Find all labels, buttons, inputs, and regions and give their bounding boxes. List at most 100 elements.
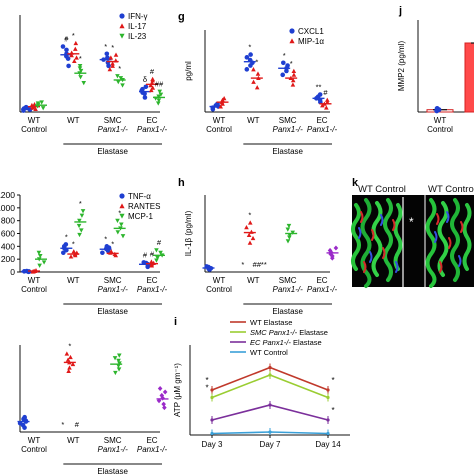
data-point xyxy=(470,33,474,39)
chart-g: pg/ml WT Control WT SMC Panx1-/-EC Panx1-/- Ela… xyxy=(184,27,337,156)
panel-letter-i: i xyxy=(174,316,177,328)
x-tick-label: WT Control xyxy=(21,436,47,454)
data-point xyxy=(268,430,272,434)
x-tick-label: WT xyxy=(67,116,80,125)
significance-mark: * xyxy=(331,376,334,385)
panel-letter-j: j xyxy=(398,5,402,17)
data-point xyxy=(248,52,253,57)
data-point xyxy=(268,403,272,407)
data-point xyxy=(327,247,333,253)
data-point xyxy=(290,82,296,87)
significance-mark: # xyxy=(150,250,155,259)
y-tick-label: 1000 xyxy=(0,203,15,213)
y-tick-label: 800 xyxy=(1,216,15,226)
data-point xyxy=(116,367,122,372)
data-point xyxy=(77,218,82,223)
data-point xyxy=(115,230,121,235)
significance-mark: * xyxy=(255,57,258,66)
group-label: Elastase xyxy=(97,467,128,474)
data-point xyxy=(324,105,329,110)
data-point xyxy=(281,60,286,66)
data-point xyxy=(76,223,82,229)
data-point xyxy=(291,68,297,73)
data-point xyxy=(36,250,42,256)
significance-mark: * xyxy=(205,384,208,393)
data-point xyxy=(105,55,110,60)
x-tick-label: Day 14 xyxy=(315,440,341,449)
data-point xyxy=(143,84,149,90)
significance-mark: # xyxy=(323,88,328,97)
data-point xyxy=(37,263,42,268)
data-point xyxy=(67,365,72,370)
significance-mark: # xyxy=(150,67,155,76)
significance-mark: * xyxy=(331,406,334,415)
x-tick-label: EC Panx1-/- xyxy=(137,276,168,294)
legend-label: MCP-1 xyxy=(128,212,153,221)
data-point xyxy=(250,235,256,241)
chart-h: IL-1β (pg/ml) WT Control WT SMC Panx1-/-EC Pan… xyxy=(184,195,339,316)
charts-layer: WT Control WT SMC Panx1-/- EC Panx1-/- Elastase… xyxy=(0,12,474,474)
x-tick-label: WT Control xyxy=(427,116,453,134)
data-point xyxy=(80,209,86,214)
data-point xyxy=(210,418,214,422)
significance-mark: * xyxy=(104,42,107,51)
data-point xyxy=(69,52,74,58)
significance-mark: ## xyxy=(253,260,262,269)
data-point xyxy=(285,239,291,244)
data-point xyxy=(113,370,118,376)
x-tick-label: SMC Panx1-/- xyxy=(98,436,129,454)
data-point xyxy=(246,232,252,237)
data-point xyxy=(244,55,250,60)
data-point xyxy=(35,101,41,106)
x-tick-label: EC Panx1-/- xyxy=(307,116,338,134)
data-point xyxy=(115,79,121,85)
data-point xyxy=(210,431,214,436)
data-point xyxy=(287,235,292,240)
data-point xyxy=(160,395,165,401)
legend-label: WT Control xyxy=(250,348,288,357)
data-point xyxy=(37,254,43,259)
y-tick-label: 400 xyxy=(1,241,15,251)
data-point xyxy=(320,103,325,108)
data-point xyxy=(100,250,105,256)
data-point xyxy=(66,63,71,69)
data-point xyxy=(33,106,38,112)
significance-mark: * xyxy=(72,31,75,40)
data-point xyxy=(290,230,295,235)
data-point xyxy=(155,101,161,106)
data-point xyxy=(115,74,120,79)
significance-mark: δ xyxy=(143,75,147,84)
data-point xyxy=(65,357,71,362)
data-point xyxy=(108,55,114,60)
significance-mark: ** xyxy=(316,83,322,92)
microscopy-label-wt-control: WT Control xyxy=(358,184,406,195)
data-point xyxy=(70,361,76,367)
legend-label: TNF-α xyxy=(128,192,151,201)
legend-label: CXCL1 xyxy=(298,27,324,36)
data-point xyxy=(108,249,114,254)
significance-mark: * xyxy=(61,420,64,429)
significance-mark: * xyxy=(72,239,75,248)
y-tick-label: 0 xyxy=(10,267,15,277)
data-point xyxy=(326,431,330,436)
data-point xyxy=(113,52,119,57)
legend-marker xyxy=(119,203,125,209)
lumen-asterisk: * xyxy=(409,215,414,229)
data-point xyxy=(218,104,223,109)
data-point xyxy=(72,58,77,64)
x-tick-label: Day 7 xyxy=(260,440,281,449)
data-point xyxy=(247,220,253,225)
legend-label: IL-23 xyxy=(128,32,147,41)
data-point xyxy=(291,72,297,77)
data-point xyxy=(77,63,83,69)
legend-marker xyxy=(289,38,295,44)
significance-mark: * xyxy=(79,199,82,208)
significance-mark: * xyxy=(79,54,82,63)
data-point xyxy=(66,368,71,374)
group-label: Elastase xyxy=(272,307,303,316)
significance-mark: * xyxy=(104,234,107,243)
data-point xyxy=(68,354,73,360)
data-point xyxy=(317,92,323,97)
data-point xyxy=(140,86,145,92)
bar xyxy=(464,42,474,113)
